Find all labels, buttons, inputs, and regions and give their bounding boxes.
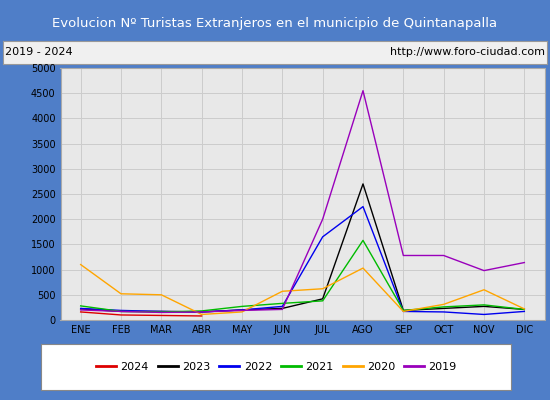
Text: http://www.foro-ciudad.com: http://www.foro-ciudad.com [389, 47, 544, 57]
Text: Evolucion Nº Turistas Extranjeros en el municipio de Quintanapalla: Evolucion Nº Turistas Extranjeros en el … [52, 16, 498, 30]
Text: 2019 - 2024: 2019 - 2024 [6, 47, 73, 57]
Legend: 2024, 2023, 2022, 2021, 2020, 2019: 2024, 2023, 2022, 2021, 2020, 2019 [91, 358, 461, 376]
